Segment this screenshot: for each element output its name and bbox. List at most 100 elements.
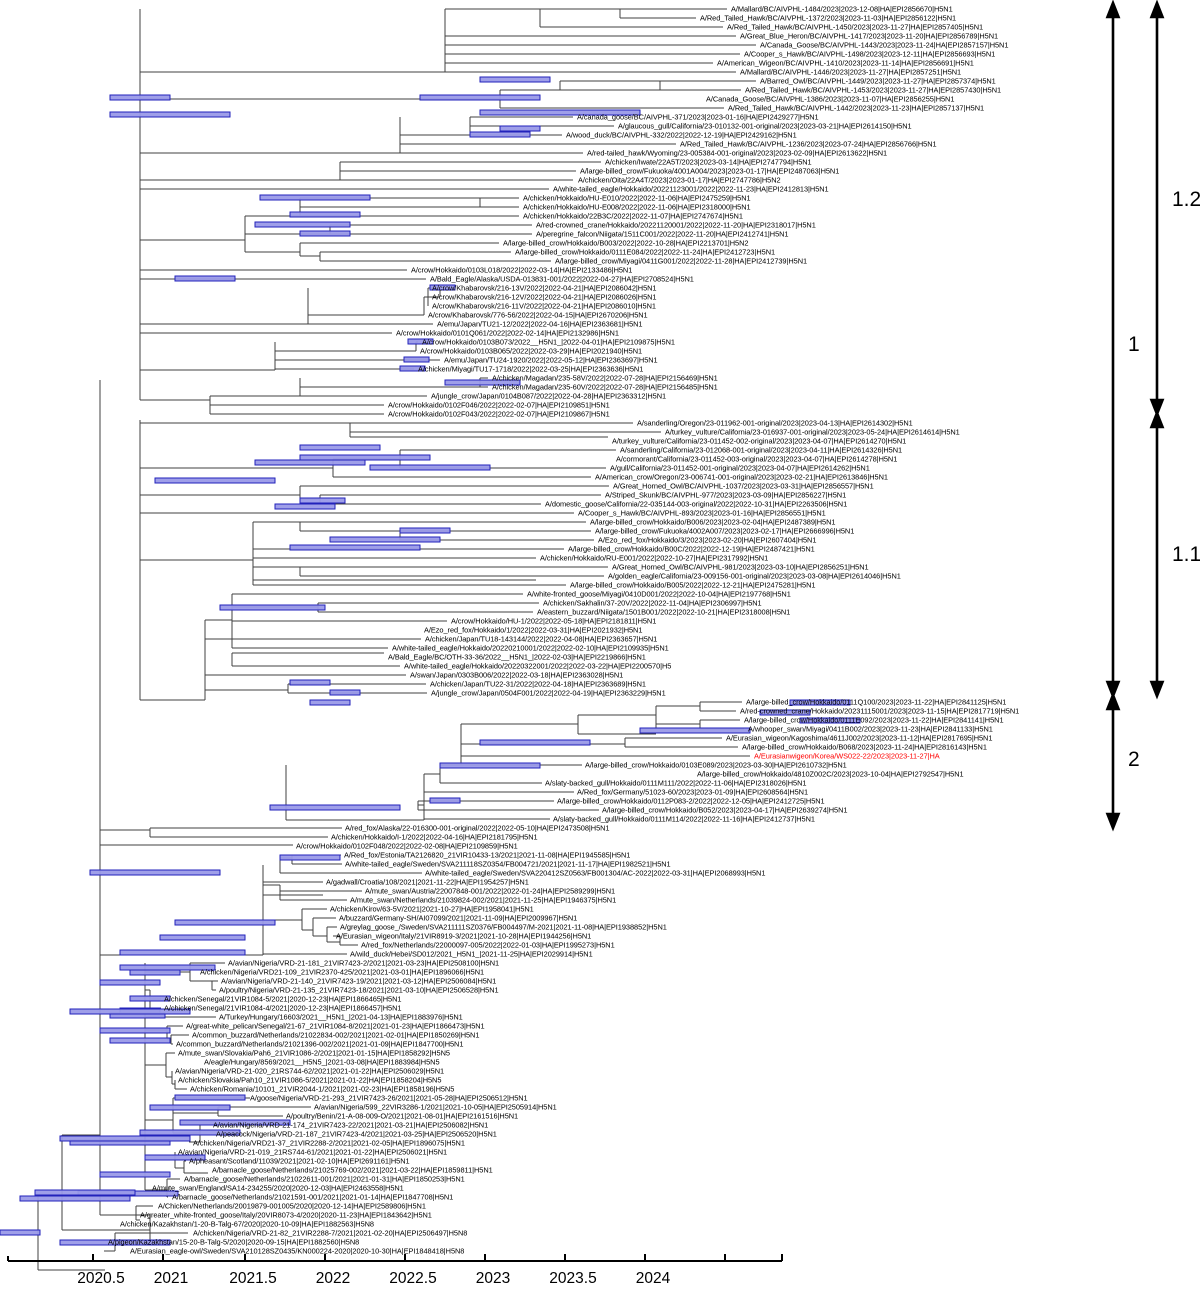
taxon-label: A/chicken/Magadan/235-58V/2022|2022-07-2… [492,373,718,383]
taxon-label: A/avian/Nigeria/599_22VIR3286-1/2021|202… [314,1102,557,1112]
taxon-label: A/sanderling/Oregon/23-011962-001-origin… [637,418,913,428]
taxon-label: A/large-billed_crow/Hokkaido/B052/2023|2… [602,805,848,815]
taxon-label: A/mute_swan/Austria/22007848-001/2022|20… [365,886,616,896]
clade-label-1-2: 1.2 [1172,188,1200,211]
taxon-label: A/goose/Nigeria/VRD-21-293_21VIR7423-26/… [250,1093,528,1103]
taxon-label: A/Bald_Eagle/Alaska/USDA-013831-001/2022… [430,274,694,284]
taxon-label: A/jungle_crow/Japan/0104B087/2022|2022-0… [431,391,667,401]
taxon-label: A/avian/Nigeria/VRD-21-020_21RS744-62/20… [175,1066,445,1076]
taxon-label: A/swan/Japan/0303B006/2022|2022-03-18|HA… [410,670,624,680]
taxon-label: A/canada_goose/BC/AIVPHL-371/2023|2023-0… [577,112,819,122]
axis-tick-label: 2023 [475,1270,511,1287]
taxon-label: A/Red_Tailed_Hawk/BC/AIVPHL-1453/2023|20… [745,85,1002,95]
taxon-label: A/slaty-backed_gull/Hokkaido/0111M111/20… [545,778,807,788]
taxon-label: A/Striped_Skunk/BC/AIVPHL-977/2023|2023-… [605,490,847,500]
taxon-label: A/barnacle_goose/Netherlands/21025769-00… [212,1165,493,1175]
axis-tick-label: 2024 [635,1270,671,1287]
taxon-label: A/jungle_crow/Japan/0504F001/2022|2022-0… [431,688,666,698]
taxon-label: A/chicken/Japan/TU18-143144/2022|2022-04… [425,634,658,644]
taxon-label: A/wood_duck/BC/AIVPHL-332/2022|2022-12-1… [566,130,797,140]
taxon-label: A/chicken/Oita/22A4T/2023|2023-01-17|HA|… [578,175,781,185]
taxon-label: A/Mallard/BC/AIVPHL-1446/2023|2023-11-27… [740,67,962,77]
taxon-label: A/American_Wigeon/BC/AIVPHL-1410/2023|20… [717,58,974,68]
taxon-label: A/crow/Hokkaido/0102F043/2022|2022-02-07… [388,409,610,419]
taxon-label: A/avian/Nigeria/VRD-21-140_21VIR7423-19/… [221,976,497,986]
taxon-label: A/crow/Hokkaido/0102F048/2022|2022-02-08… [296,841,518,851]
taxon-label: A/Barred_Owl/BC/AIVPHL-1449/2023|2023-11… [760,76,996,86]
taxon-label: A/chicken/Nigeria/VRD21-109_21VIR2370-42… [200,967,485,977]
taxon-label: A/large-billed_crow/Fukuoka/4002A007/202… [595,526,855,536]
taxon-label: A/chicken/Iwate/22A5T/2023|2023-03-14|HA… [605,157,812,167]
taxon-label: A/Red_fox/Estonia/TA2126820_21VIR10433-1… [344,850,631,860]
time-axis [7,1254,783,1262]
taxon-label: A/chicken/Magadan/235-60V/2022|2022-07-2… [492,382,718,392]
taxon-label: A/Eurasian_wigeon/Kagoshima/4611J002/202… [726,733,993,743]
taxon-label: A/white-tailed_eagle/Hokkaido/2022021000… [392,643,669,653]
taxon-label: A/Ezo_red_fox/Hokkaido/1/2022|2022-03-31… [424,625,643,635]
taxon-label: A/Red_Tailed_Hawk/BC/AIVPHL-1372/2023|20… [700,13,957,23]
taxon-label: A/Red_Tailed_Hawk/BC/AIVPHL-1450/2023|20… [727,22,984,32]
axis-tick-label: 2021.5 [229,1270,277,1287]
taxon-label: A/pigeon/Kazakhstan/15-20-B-Talg-5/2020|… [108,1237,360,1247]
taxon-label: A/Ezo_red_fox/Hokkaido/3/2023|2023-02-20… [598,535,817,545]
taxon-label: A/crow/Khabarovsk/216-11V/2022|2022-04-2… [432,301,656,311]
clade-label-2: 2 [1128,748,1140,771]
axis-tick-label: 2022 [315,1270,351,1287]
taxon-label: A/large-billed_crow/Hokkaido/B005/2022|2… [570,580,816,590]
taxon-label: A/white-tailed_eagle/Sweden/SVA220412SZ0… [425,868,766,878]
taxon-label: A/Chicken/Netherlands/20019879-001005/20… [158,1201,426,1211]
taxon-label: A/emu/Japan/TU21-12/2022|2022-04-16|HA|E… [437,319,643,329]
taxon-label: A/chicken/Nigeria/VRD-21-82_21VIR2288-7/… [193,1228,468,1238]
taxon-label: A/Mallard/BC/AIVPHL-1484/2023|2023-12-08… [731,4,953,14]
taxon-label: A/avian/Nigeria/VRD-21-174_21VIR7423-22/… [213,1120,489,1130]
taxon-label: A/large-billed_crow/Hokkaido/0111E084/20… [515,247,776,257]
taxon-label: A/turkey_vulture/California/23-016937-00… [665,427,960,437]
taxon-label: A/mute_swan/Netherlands/21039824-002/202… [350,895,617,905]
taxon-label: A/chicken/Hokkaido/I-1/2022|2022-04-16|H… [331,832,538,842]
taxon-label: A/avian/Nigeria/VRD-21-181_21VIR7423-2/2… [228,958,500,968]
taxon-label: A/Canada_Goose/BC/AIVPHL-1386/2023|2023-… [706,94,955,104]
taxon-label: A/large-billed_crow/Hokkaido/B006/2023|2… [590,517,836,527]
taxon-label: A/barnacle_goose/Netherlands/21022611-00… [184,1174,465,1184]
clade-range-arrows [1105,0,1165,832]
taxon-label: A/crow/Hokkaido/0103B073/2022__H5N1_|202… [422,337,675,347]
taxon-label: A/large-billed_crow/Hokkaido/0111Q100/20… [746,697,1007,707]
taxon-label: A/Eurasian_eagle-owl/Sweden/SVA210128SZ0… [130,1246,465,1256]
taxon-label: A/avian/Nigeria/VRD-21-019_21RS744-61/20… [178,1147,448,1157]
taxon-label: A/white-fronted_goose/Miyagi/0410D001/20… [527,589,791,599]
taxon-label: A/slaty-backed_gull/Hokkaido/0111M114/20… [553,814,815,824]
taxon-label: A/mute_swan/England/SA14-234255/2020|202… [152,1183,404,1193]
taxon-label: A/Red_Tailed_Hawk/BC/AIVPHL-1236/2023|20… [680,139,937,149]
taxon-label: A/chicken/Slovakia/Pah10_21VIR1086-5/202… [178,1075,442,1085]
taxon-label: A/red-crowned_crane/Hokkaido/20221120001… [536,220,816,230]
taxon-label: A/chicken/Nigeria/VRD21-37_21VIR2288-2/2… [193,1138,465,1148]
taxon-label: A/Red_fox/Germany/51023-60/2023|2023-01-… [577,787,809,797]
taxon-label: A/golden_eagle/California/23-009156-001-… [608,571,901,581]
taxon-label: A/Bald_Eagle/BC/OTH-33-36/2022__H5N1_|20… [388,652,646,662]
taxon-label: A/glaucous_gull/California/23-010132-001… [618,121,912,131]
taxon-label: A/great-white_pelican/Senegal/21-67_21VI… [186,1021,485,1031]
taxon-label: A/crow/Hokkaido/0101Q061/2022|2022-02-14… [396,328,619,338]
taxon-label: A/chicken/Japan/TU22-31/2022|2022-04-18|… [430,679,646,689]
taxon-label: A/chicken/Miyagi/TU17-1718/2022|2022-03-… [418,364,644,374]
taxon-label: A/chicken/Sakhalin/37-20V/2022|2022-11-0… [543,598,762,608]
taxon-label: A/eastern_buzzard/Niigata/1501B001/2022|… [537,607,791,617]
taxon-label: A/crow/Hokkaido/HU-1/2022|2022-05-18|HA|… [451,616,657,626]
taxon-label: A/chicken/Hokkaido/HU-E010/2022|2022-11-… [523,193,751,203]
taxon-label: A/domestic_goose/California/22-035144-00… [545,499,848,509]
taxon-label: A/American_crow/Oregon/23-006741-001-ori… [595,472,888,482]
taxon-label: A/whooper_swan/Miyagi/0411B002/2023|2023… [748,724,993,734]
taxon-label: A/white-tailed_eagle/Hokkaido/2022112300… [553,184,829,194]
taxon-label: A/turkey_vulture/California/23-011452-00… [612,436,907,446]
taxon-label: A/chicken/Kirov/63-5V/2021|2021-10-27|HA… [330,904,534,914]
taxon-label: A/greater_white-fronted_goose/Italy/20VI… [140,1210,432,1220]
taxon-label: A/crow/Khabarovsk/216-12V/2022|2022-04-2… [432,292,657,302]
taxon-label: A/peacock/Nigeria/VRD-21-187_21VIR7423-4… [216,1129,497,1139]
taxon-label: A/common_buzzard/Netherlands/21021396-00… [176,1039,464,1049]
taxon-label: A/Canada_Goose/BC/AIVPHL-1443/2023|2023-… [760,40,1009,50]
taxon-label: A/Cooper_s_Hawk/BC/AIVPHL-1498/2023|2023… [744,49,996,59]
